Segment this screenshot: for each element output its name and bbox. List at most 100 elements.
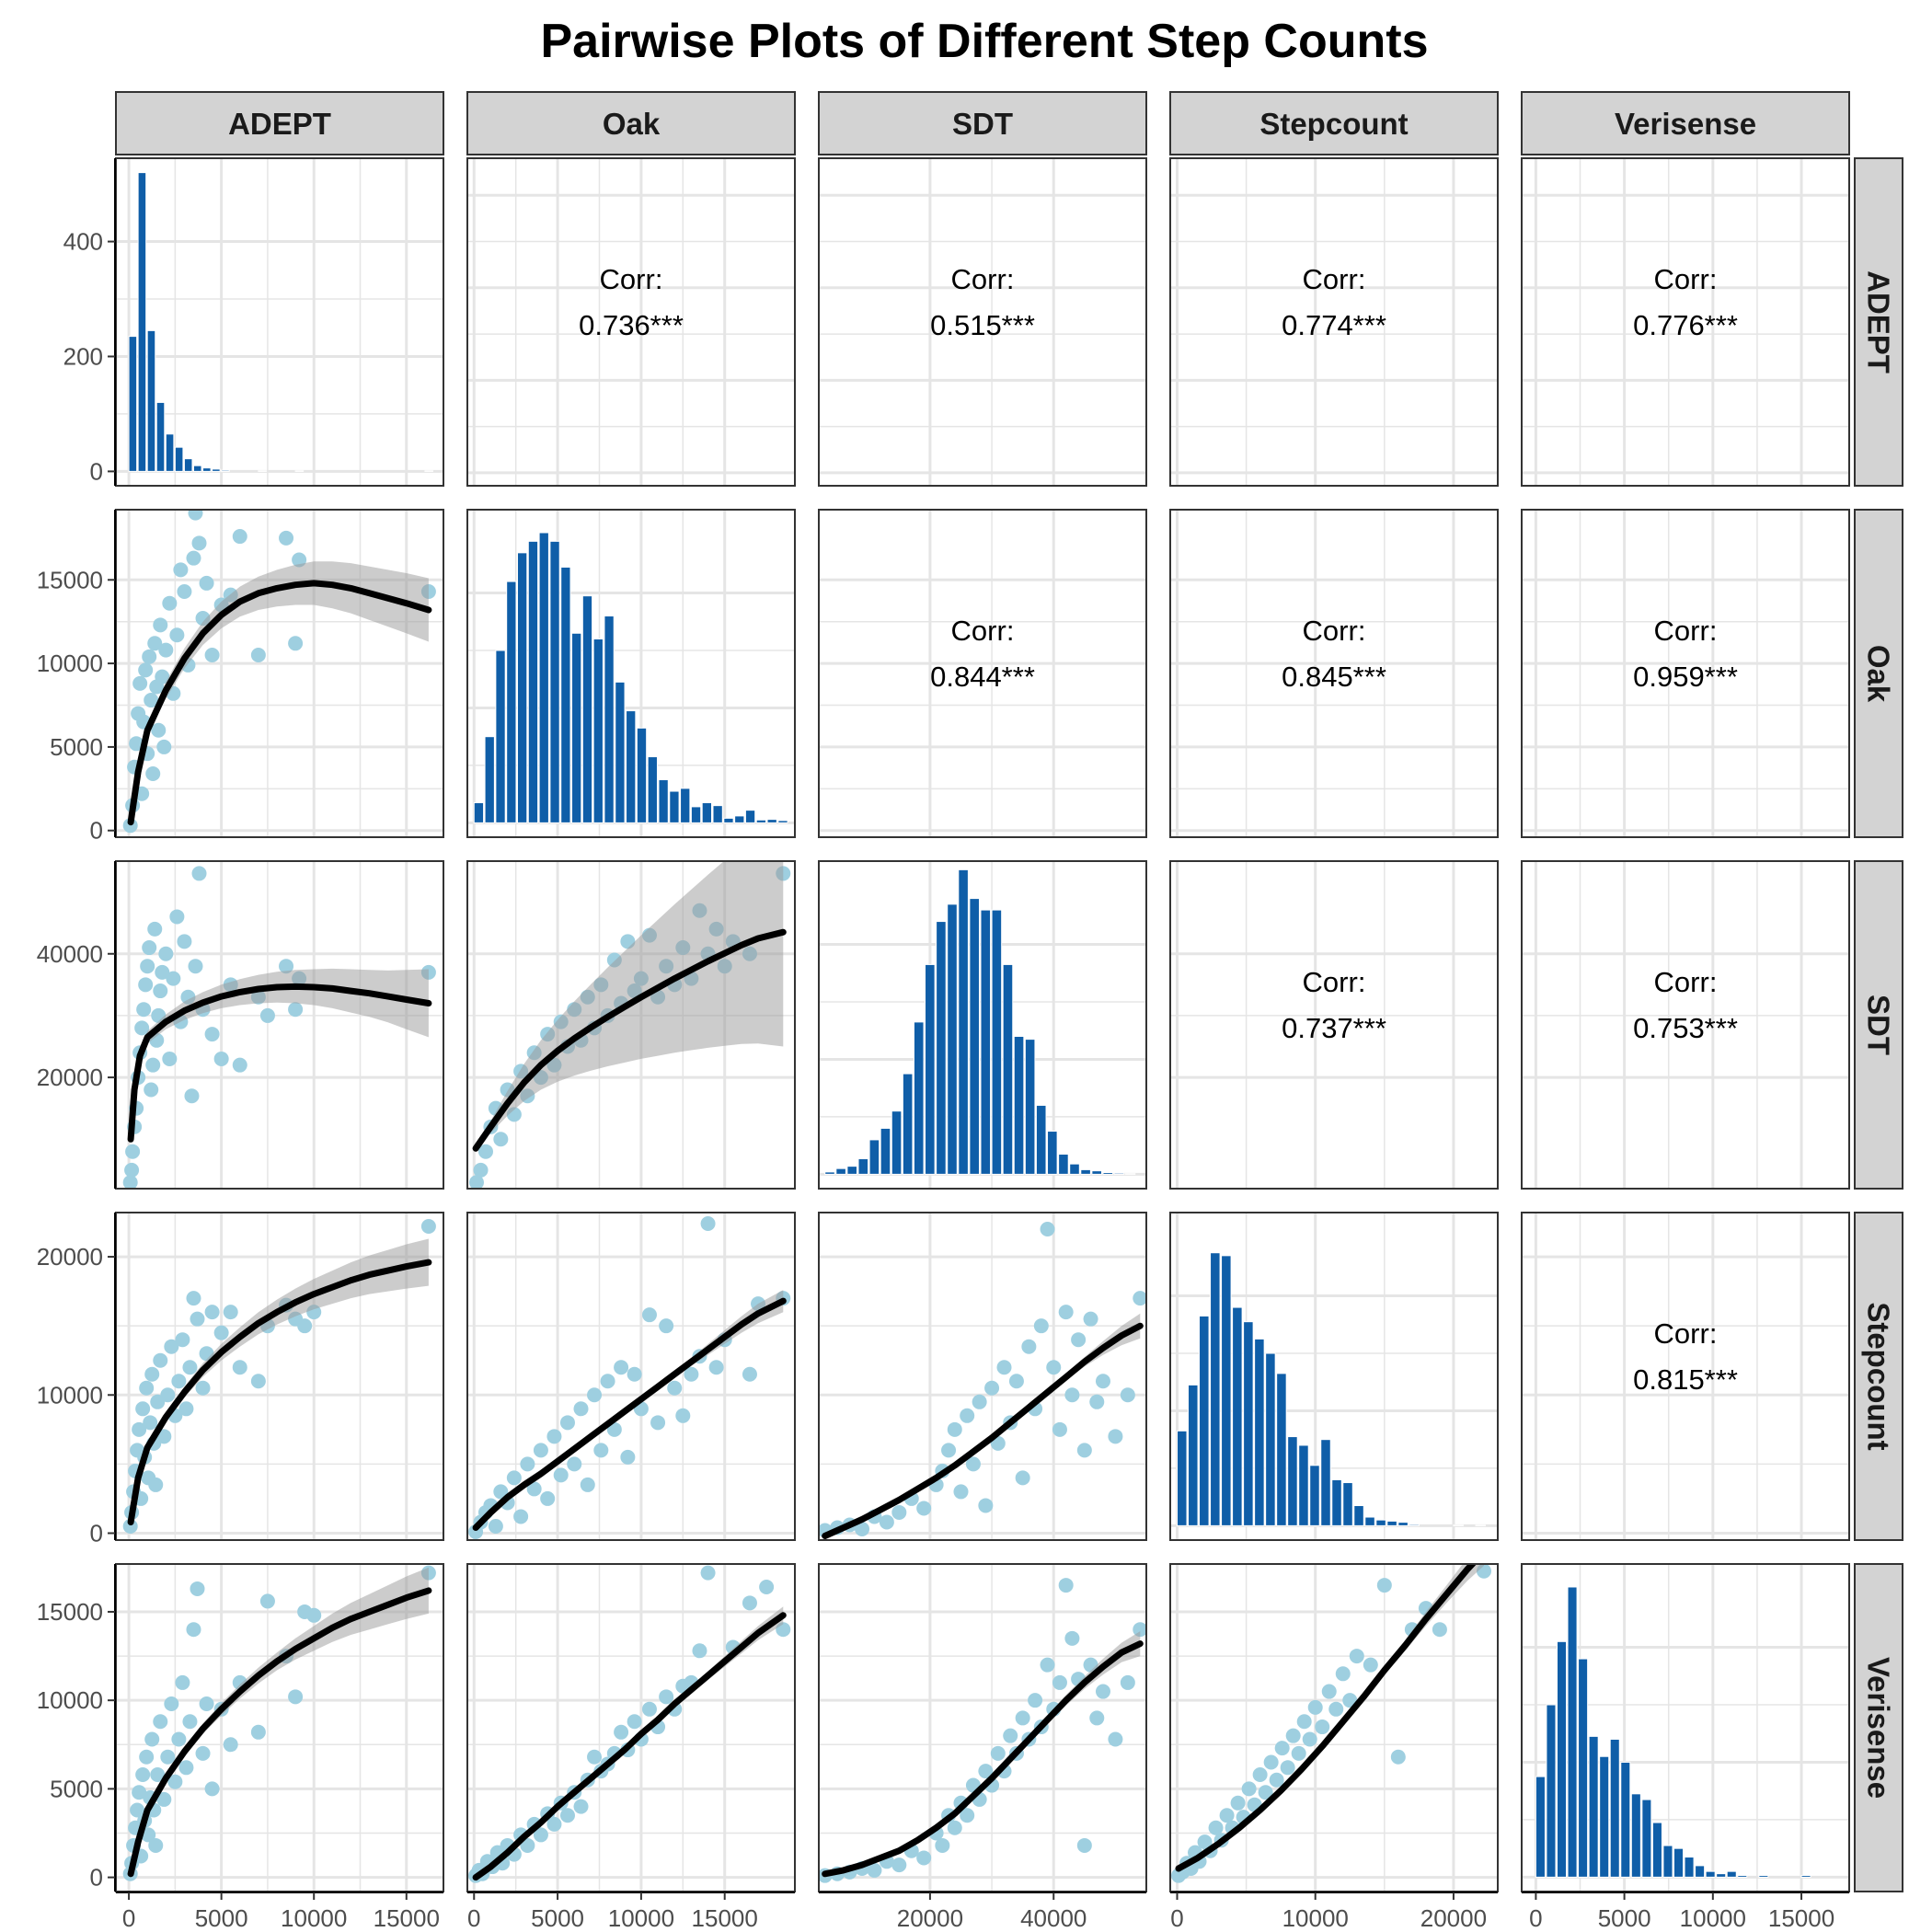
x-tick-label: 0 xyxy=(122,1904,135,1932)
scatter-point xyxy=(1095,1684,1110,1699)
strip-top-verisense xyxy=(1521,91,1850,155)
panel-border xyxy=(1169,860,1499,1190)
y-tick-label: 15000 xyxy=(37,566,103,593)
scatter-point xyxy=(279,959,294,974)
scatter-point xyxy=(855,1521,870,1536)
scatter-point xyxy=(1296,1714,1312,1730)
scatter-point xyxy=(533,1443,548,1458)
scatter-point xyxy=(178,1401,194,1417)
scatter-point xyxy=(144,693,159,708)
panel-background xyxy=(467,158,795,486)
strip-label-top-sdt: SDT xyxy=(952,107,1013,141)
panel-stepcount-adept xyxy=(115,1212,444,1541)
panel-background xyxy=(116,510,443,837)
histogram-bar xyxy=(1113,1172,1125,1175)
histogram-bar xyxy=(1684,1857,1695,1878)
scatter-point xyxy=(135,1766,151,1782)
histogram-bar xyxy=(192,465,202,472)
histogram-bar xyxy=(947,903,958,1175)
scatter-point xyxy=(1432,1622,1447,1638)
histogram-bar xyxy=(958,868,969,1175)
scatter-point xyxy=(171,1374,187,1389)
strip-layer: ADEPT Oak SDT Stepcount Verisense ADEPT Oak SDT… xyxy=(115,91,1903,1892)
scatter-point xyxy=(142,940,157,956)
histogram-bar xyxy=(835,1167,846,1175)
histogram-bar xyxy=(128,336,138,472)
y-tick-label: 0 xyxy=(90,817,103,845)
histogram-bar xyxy=(549,540,560,823)
scatter-point xyxy=(580,1477,595,1492)
scatter-point xyxy=(1263,1754,1279,1770)
histogram-bar xyxy=(1320,1439,1331,1526)
histogram-bar xyxy=(424,470,433,472)
histogram-bar xyxy=(571,632,582,823)
panel-background xyxy=(1170,510,1498,837)
histogram-bar xyxy=(777,820,788,823)
scatter-point xyxy=(204,648,220,663)
scatter-point xyxy=(156,1791,172,1807)
scatter-point xyxy=(143,1415,158,1431)
histogram-bar xyxy=(1716,1873,1727,1878)
smooth-line xyxy=(822,1640,1144,1878)
scatter-point xyxy=(627,1714,642,1730)
scatter-point xyxy=(259,1007,275,1023)
histogram-bar xyxy=(1177,1430,1188,1526)
histogram-bar xyxy=(1726,1870,1737,1878)
panel-background xyxy=(1522,1213,1849,1540)
x-axis-oak: 0 5000 10000 15000 xyxy=(467,1892,795,1932)
panel-background xyxy=(1522,158,1849,486)
scatter-point xyxy=(213,1051,229,1066)
scatter-point xyxy=(186,550,201,566)
scatter-point xyxy=(130,1802,145,1818)
scatter-point xyxy=(124,1162,140,1178)
histogram-bar xyxy=(1546,1704,1557,1878)
histogram-bar xyxy=(1124,1173,1136,1175)
gridlines xyxy=(1522,510,1849,837)
scatter-point xyxy=(1089,1710,1105,1726)
scatter-point xyxy=(153,1352,168,1368)
panel-background xyxy=(1522,861,1849,1189)
scatter-point xyxy=(178,1760,194,1776)
histogram-bar xyxy=(1221,1255,1232,1526)
scatter-point xyxy=(139,1749,155,1765)
panel-background xyxy=(1170,861,1498,1189)
scatter-point xyxy=(155,964,170,980)
confidence-band xyxy=(131,968,429,1140)
scatter-point xyxy=(199,575,214,591)
histogram-bar xyxy=(936,921,947,1175)
x-tick-label: 0 xyxy=(1170,1904,1183,1932)
corr-label: Corr: xyxy=(1303,615,1366,647)
panel-border xyxy=(818,860,1147,1190)
scatter-point xyxy=(559,1415,575,1431)
scatter-point xyxy=(1095,1374,1110,1389)
scatter-point xyxy=(641,1307,657,1323)
scatter-point xyxy=(158,946,174,961)
scatter-point xyxy=(567,1456,582,1472)
scatter-point xyxy=(1252,1766,1268,1782)
scatter-point xyxy=(700,1216,716,1232)
strip-right-stepcount xyxy=(1854,1212,1903,1541)
gridlines xyxy=(819,1213,1146,1540)
scatter-point xyxy=(891,1504,907,1520)
x-tick-label: 15000 xyxy=(692,1904,758,1932)
histogram-bar xyxy=(1058,1154,1069,1175)
histogram-bar xyxy=(1620,1761,1631,1878)
histogram-bar xyxy=(294,470,305,472)
panel-oak-adept xyxy=(115,509,444,838)
histogram-bar xyxy=(1091,1170,1102,1175)
y-tick-label: 20000 xyxy=(37,1064,103,1091)
scatter-point xyxy=(493,1132,509,1147)
histogram-bar xyxy=(538,532,549,823)
scatter-point xyxy=(155,669,170,684)
scatter-point xyxy=(129,736,144,752)
corr-label: Corr: xyxy=(951,615,1015,647)
histogram-bar xyxy=(1331,1478,1342,1526)
histogram-bar xyxy=(1309,1465,1320,1526)
panel-border xyxy=(466,157,796,487)
gridlines xyxy=(116,158,443,486)
scatter-point xyxy=(573,1799,589,1814)
panel-stepcount-sdt xyxy=(818,1212,1147,1541)
y-axis-oak: 0 5000 10000 15000 xyxy=(37,510,116,845)
scatter-point xyxy=(139,1380,155,1396)
scatter-point xyxy=(473,1162,489,1178)
